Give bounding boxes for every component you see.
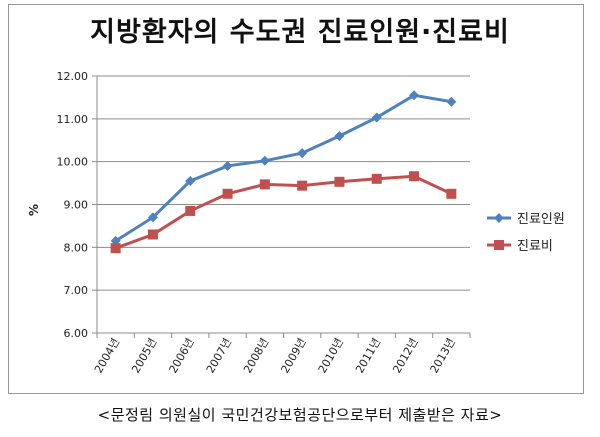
y-tick-label: 6.00 [64,327,89,340]
data-point-2 [147,229,158,240]
data-point-1 [222,160,233,171]
data-point-2 [446,188,457,199]
x-tick-label: 2010년 [316,336,346,376]
chart-frame [8,4,584,394]
x-tick-label: 2012년 [390,336,420,376]
data-point-1 [259,155,270,166]
legend-marker-2 [494,240,504,250]
series-line-2 [115,174,452,250]
y-tick-label: 11.00 [57,113,89,126]
data-point-1 [334,130,345,141]
data-point-1 [147,212,158,223]
x-tick-labels: 2004년 2005년 2006년 2007년 2008년 2009년 2010년 2011년… [92,336,458,376]
x-tick-label: 2004년 [92,336,122,376]
legend-label-2: 진료비 [517,239,553,254]
y-tick-label: 9.00 [64,199,89,212]
data-point-1 [297,148,308,159]
x-tick-label: 2007년 [204,336,234,376]
data-point-2 [297,180,308,191]
y-tick-labels: 6.00 7.00 8.00 9.00 10.00 11.00 12.00 [57,70,89,340]
x-tick-label: 2008년 [241,336,271,376]
x-tick-label: 2011년 [353,336,383,376]
legend-marker-1 [494,213,504,223]
x-tick-label: 2006년 [167,336,197,376]
data-point-2 [110,243,121,254]
series-line-1 [114,93,452,243]
series-markers [110,90,457,254]
data-point-2 [371,173,382,184]
y-tick-label: 7.00 [64,284,89,297]
chart-title: 지방환자의 수도권 진료인원·진료비 [90,17,510,48]
x-tick-label: 2009년 [278,336,308,376]
data-point-1 [409,90,420,101]
data-point-1 [446,96,457,107]
data-point-1 [185,175,196,186]
data-point-2 [334,176,345,187]
series-lines [114,93,452,250]
y-tick-label: 8.00 [64,241,89,254]
data-point-2 [185,205,196,216]
data-point-2 [259,179,270,190]
axes [92,75,471,338]
gridlines [97,75,470,334]
y-tick-label: 10.00 [57,156,89,169]
x-tick-label: 2013년 [428,336,458,376]
data-point-2 [222,188,233,199]
legend-label-1: 진료인원 [517,212,565,227]
data-point-2 [409,171,420,182]
y-axis-label: % [27,204,41,216]
y-tick-label: 12.00 [57,70,89,83]
source-caption: <문정림 의원실이 국민건강보험공단으로부터 제출받은 자료> [97,406,503,424]
x-tick-label: 2005년 [129,336,159,376]
data-point-1 [371,112,382,123]
